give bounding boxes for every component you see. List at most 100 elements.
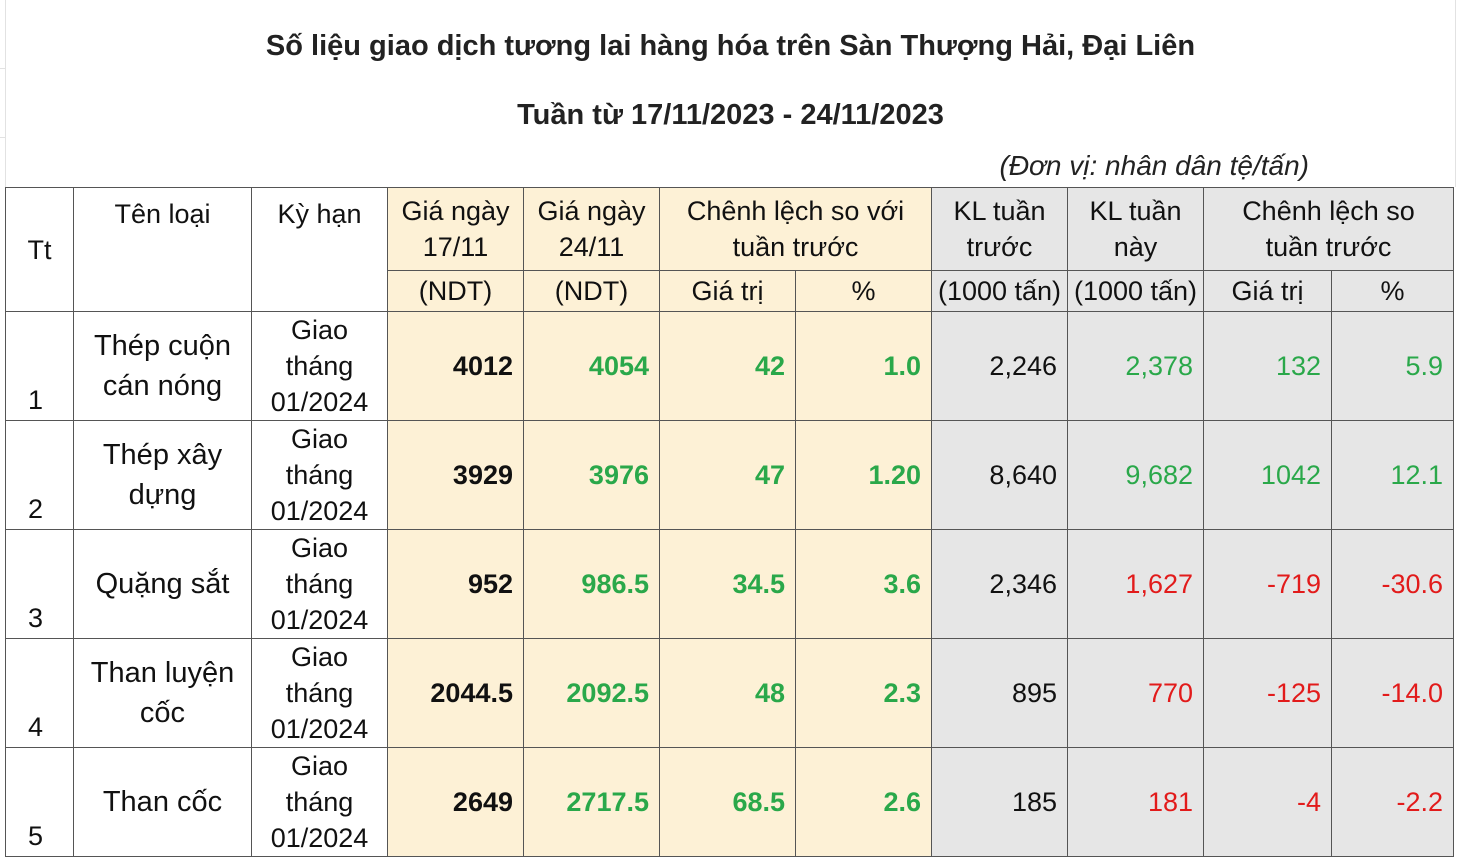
header-kl-this-line2: này xyxy=(1113,232,1158,262)
cell-kl-this: 1,627 xyxy=(1067,529,1204,639)
cell-term-line3: 01/2024 xyxy=(270,714,369,744)
header-kl-diff: Chênh lệch so tuần trước xyxy=(1203,187,1454,271)
cell-kl-prev: 2,346 xyxy=(931,529,1068,639)
cell-price-diff-value: 47 xyxy=(659,420,796,530)
cell-name: Than luyện cốc xyxy=(73,638,252,748)
cell-kl-diff-percent: 5.9 xyxy=(1331,311,1454,421)
cell-name-line2: cán nóng xyxy=(102,370,223,402)
cell-kl-prev: 185 xyxy=(931,747,1068,857)
header-percent: % xyxy=(795,270,932,312)
header-price-1711-line2: 17/11 xyxy=(422,232,489,262)
cell-price-1711: 3929 xyxy=(387,420,524,530)
cell-name: Thép cuộn cán nóng xyxy=(73,311,252,421)
cell-name-line2: dựng xyxy=(128,479,197,511)
header-kl-this-unit: (1000 tấn) xyxy=(1067,270,1204,312)
cell-price-diff-value: 34.5 xyxy=(659,529,796,639)
header-percent2: % xyxy=(1331,270,1454,312)
header-value2: Giá trị xyxy=(1203,270,1332,312)
sheet-gridline xyxy=(5,0,6,187)
cell-term-line1: Giao xyxy=(290,315,349,345)
cell-tt: 4 xyxy=(5,638,74,748)
cell-price-diff-percent: 3.6 xyxy=(795,529,932,639)
cell-kl-diff-percent: 12.1 xyxy=(1331,420,1454,530)
cell-kl-diff-percent: -2.2 xyxy=(1331,747,1454,857)
cell-term-line2: tháng xyxy=(285,351,354,381)
table-row: 4 Than luyện cốc Giao tháng 01/2024 2044.5 … xyxy=(5,638,1454,748)
cell-tt: 1 xyxy=(5,311,74,421)
header-kl-prev-line2: trước xyxy=(966,232,1033,262)
cell-term: Giao tháng 01/2024 xyxy=(251,747,388,857)
table-row: 2 Thép xây dựng Giao tháng 01/2024 3929 397… xyxy=(5,420,1454,530)
header-kl-diff-line2: tuần trước xyxy=(1265,232,1392,262)
cell-name-line2: cốc xyxy=(139,697,186,729)
header-kl-this: KL tuần này xyxy=(1067,187,1204,271)
cell-kl-diff-percent: -30.6 xyxy=(1331,529,1454,639)
trading-table: Tt Tên loại Kỳ hạn Giá ngày 17/11 Giá ng… xyxy=(5,187,1454,857)
table-row: 5 Than cốc Giao tháng 01/2024 2649 2717.5 … xyxy=(5,747,1454,857)
header-price-2411-line2: 24/11 xyxy=(558,232,625,262)
cell-name-line1: Quặng sắt xyxy=(95,568,230,600)
cell-term-line2: tháng xyxy=(285,569,354,599)
header-kl-prev-line1: KL tuần xyxy=(953,196,1046,226)
cell-price-diff-percent: 2.3 xyxy=(795,638,932,748)
header-price-1711: Giá ngày 17/11 xyxy=(387,187,524,271)
cell-price-1711: 4012 xyxy=(387,311,524,421)
cell-term-line3: 01/2024 xyxy=(270,605,369,635)
sheet-gridline xyxy=(0,137,6,138)
cell-term-line1: Giao xyxy=(290,751,349,781)
cell-term-line3: 01/2024 xyxy=(270,496,369,526)
cell-price-1711: 952 xyxy=(387,529,524,639)
cell-price-diff-percent: 1.0 xyxy=(795,311,932,421)
header-name: Tên loại xyxy=(73,187,252,312)
cell-term-line2: tháng xyxy=(285,678,354,708)
cell-kl-this: 9,682 xyxy=(1067,420,1204,530)
table-row: 1 Thép cuộn cán nóng Giao tháng 01/2024 401… xyxy=(5,311,1454,421)
header-price-diff-line1: Chênh lệch so với xyxy=(686,196,905,226)
cell-price-diff-value: 68.5 xyxy=(659,747,796,857)
cell-tt: 2 xyxy=(5,420,74,530)
cell-price-2411: 3976 xyxy=(523,420,660,530)
cell-kl-diff-value: -125 xyxy=(1203,638,1332,748)
cell-term-line1: Giao xyxy=(290,642,349,672)
cell-price-2411: 2092.5 xyxy=(523,638,660,748)
cell-kl-diff-value: 132 xyxy=(1203,311,1332,421)
cell-kl-prev: 895 xyxy=(931,638,1068,748)
cell-kl-prev: 2,246 xyxy=(931,311,1068,421)
cell-term-line2: tháng xyxy=(285,787,354,817)
header-term: Kỳ hạn xyxy=(251,187,388,312)
cell-price-diff-percent: 1.20 xyxy=(795,420,932,530)
cell-name: Than cốc xyxy=(73,747,252,857)
cell-price-2411: 986.5 xyxy=(523,529,660,639)
cell-name: Quặng sắt xyxy=(73,529,252,639)
sheet-gridline xyxy=(1455,0,1456,187)
table-row: 3 Quặng sắt Giao tháng 01/2024 952 986.5 3… xyxy=(5,529,1454,639)
header-price-1711-unit: (NDT) xyxy=(387,270,524,312)
cell-tt: 5 xyxy=(5,747,74,857)
header-kl-prev-unit: (1000 tấn) xyxy=(931,270,1068,312)
header-kl-prev: KL tuần trước xyxy=(931,187,1068,271)
cell-kl-this: 181 xyxy=(1067,747,1204,857)
header-tt: Tt xyxy=(5,187,74,312)
unit-note: (Đơn vị: nhân dân tệ/tấn) xyxy=(999,150,1309,181)
header-price-2411-unit: (NDT) xyxy=(523,270,660,312)
cell-term: Giao tháng 01/2024 xyxy=(251,638,388,748)
cell-name: Thép xây dựng xyxy=(73,420,252,530)
cell-price-diff-percent: 2.6 xyxy=(795,747,932,857)
cell-kl-prev: 8,640 xyxy=(931,420,1068,530)
header-value: Giá trị xyxy=(659,270,796,312)
cell-name-line1: Than cốc xyxy=(102,786,223,818)
sheet-gridline xyxy=(0,68,6,69)
cell-term-line3: 01/2024 xyxy=(270,387,369,417)
header-price-2411-line1: Giá ngày xyxy=(537,196,646,226)
cell-term-line1: Giao xyxy=(290,424,349,454)
cell-name-line1: Thép xây xyxy=(102,439,223,471)
header-kl-diff-line1: Chênh lệch so xyxy=(1242,196,1415,226)
cell-kl-diff-value: -719 xyxy=(1203,529,1332,639)
header-kl-this-line1: KL tuần xyxy=(1089,196,1182,226)
cell-price-1711: 2649 xyxy=(387,747,524,857)
header-price-1711-line1: Giá ngày xyxy=(401,196,510,226)
cell-price-diff-value: 42 xyxy=(659,311,796,421)
cell-price-1711: 2044.5 xyxy=(387,638,524,748)
cell-term-line1: Giao xyxy=(290,533,349,563)
cell-term-line2: tháng xyxy=(285,460,354,490)
